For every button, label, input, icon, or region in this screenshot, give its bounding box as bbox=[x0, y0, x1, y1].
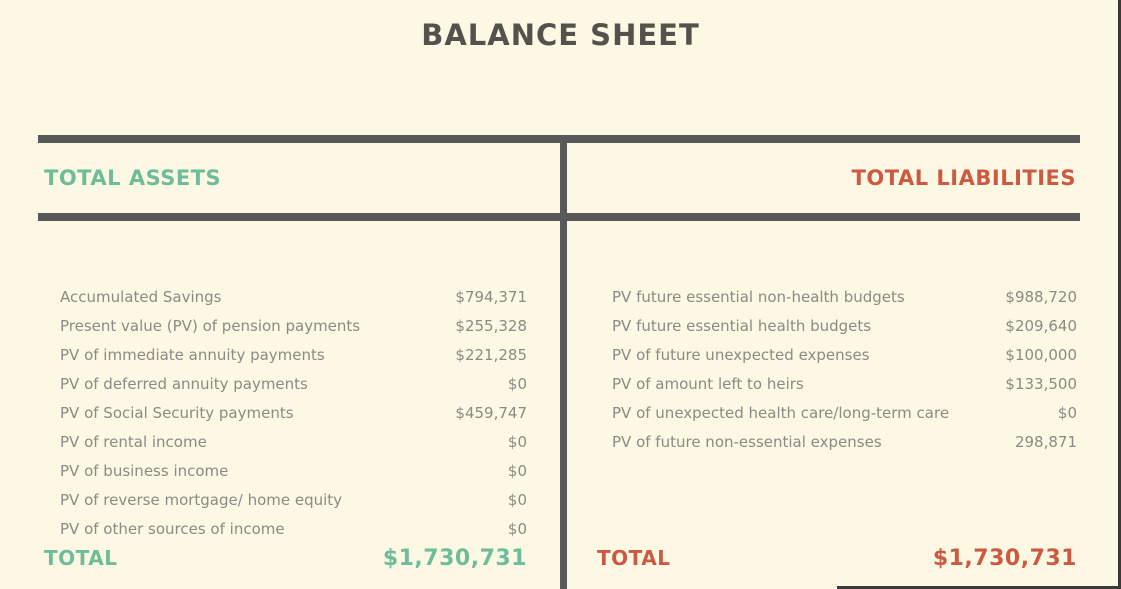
liability-row: PV of future unexpected expenses $100,00… bbox=[612, 340, 1077, 369]
liability-row-label: PV future essential health budgets bbox=[612, 316, 872, 335]
asset-row: PV of deferred annuity payments $0 bbox=[60, 369, 527, 398]
asset-row: PV of rental income $0 bbox=[60, 427, 527, 456]
asset-row-label: PV of other sources of income bbox=[60, 519, 285, 538]
liabilities-section-header: TOTAL LIABILITIES bbox=[851, 166, 1076, 190]
asset-row-value: $221,285 bbox=[455, 345, 527, 364]
asset-row-label: Present value (PV) of pension payments bbox=[60, 316, 361, 335]
liability-row-value: $100,000 bbox=[1005, 345, 1077, 364]
right-frame-edge bbox=[1118, 0, 1121, 589]
liability-row-label: PV of future unexpected expenses bbox=[612, 345, 870, 364]
asset-row: Present value (PV) of pension payments $… bbox=[60, 311, 527, 340]
liability-row-label: PV future essential non-health budgets bbox=[612, 287, 905, 306]
liability-row-label: PV of future non-essential expenses bbox=[612, 432, 882, 451]
liability-row: PV of amount left to heirs $133,500 bbox=[612, 369, 1077, 398]
liabilities-total-label: TOTAL bbox=[597, 546, 671, 570]
liability-row-label: PV of amount left to heirs bbox=[612, 374, 804, 393]
assets-total-value: $1,730,731 bbox=[382, 545, 527, 571]
asset-row: PV of reverse mortgage/ home equity $0 bbox=[60, 485, 527, 514]
liability-row: PV of future non-essential expenses 298,… bbox=[612, 427, 1077, 456]
asset-row-value: $0 bbox=[507, 374, 527, 393]
liability-row-value: $988,720 bbox=[1005, 287, 1077, 306]
asset-row-value: $0 bbox=[507, 490, 527, 509]
asset-row-label: PV of rental income bbox=[60, 432, 207, 451]
liability-row-label: PV of unexpected health care/long-term c… bbox=[612, 403, 950, 422]
assets-rows: Accumulated Savings $794,371 Present val… bbox=[60, 282, 527, 543]
liabilities-total-row: TOTAL $1,730,731 bbox=[597, 543, 1077, 573]
liabilities-total-value: $1,730,731 bbox=[932, 545, 1077, 571]
asset-row-value: $0 bbox=[507, 519, 527, 538]
liability-row-value: $209,640 bbox=[1005, 316, 1077, 335]
asset-row-value: $0 bbox=[507, 432, 527, 451]
liability-row: PV of unexpected health care/long-term c… bbox=[612, 398, 1077, 427]
assets-section-header: TOTAL ASSETS bbox=[44, 166, 222, 190]
assets-total-row: TOTAL $1,730,731 bbox=[44, 543, 527, 573]
asset-row: PV of business income $0 bbox=[60, 456, 527, 485]
asset-row-label: PV of Social Security payments bbox=[60, 403, 294, 422]
liability-row-value: $133,500 bbox=[1005, 374, 1077, 393]
section-headers: TOTAL ASSETS TOTAL LIABILITIES bbox=[38, 143, 1080, 213]
asset-row-label: PV of immediate annuity payments bbox=[60, 345, 325, 364]
liabilities-rows: PV future essential non-health budgets $… bbox=[612, 282, 1077, 456]
asset-row-value: $255,328 bbox=[455, 316, 527, 335]
vertical-divider bbox=[560, 143, 567, 589]
asset-row-value: $794,371 bbox=[455, 287, 527, 306]
middle-divider-bar bbox=[38, 213, 1080, 221]
asset-row: Accumulated Savings $794,371 bbox=[60, 282, 527, 311]
asset-row: PV of Social Security payments $459,747 bbox=[60, 398, 527, 427]
asset-row-value: $0 bbox=[507, 461, 527, 480]
asset-row-value: $459,747 bbox=[455, 403, 527, 422]
asset-row: PV of other sources of income $0 bbox=[60, 514, 527, 543]
page-title: BALANCE SHEET bbox=[421, 18, 700, 52]
bottom-frame-edge bbox=[837, 586, 1121, 589]
liability-row-value: $0 bbox=[1057, 403, 1077, 422]
top-divider-bar bbox=[38, 135, 1080, 143]
asset-row-label: Accumulated Savings bbox=[60, 287, 222, 306]
assets-total-label: TOTAL bbox=[44, 546, 118, 570]
asset-row-label: PV of reverse mortgage/ home equity bbox=[60, 490, 343, 509]
liability-row-value: 298,871 bbox=[1014, 432, 1077, 451]
asset-row-label: PV of business income bbox=[60, 461, 229, 480]
asset-row-label: PV of deferred annuity payments bbox=[60, 374, 308, 393]
liability-row: PV future essential health budgets $209,… bbox=[612, 311, 1077, 340]
asset-row: PV of immediate annuity payments $221,28… bbox=[60, 340, 527, 369]
liability-row: PV future essential non-health budgets $… bbox=[612, 282, 1077, 311]
